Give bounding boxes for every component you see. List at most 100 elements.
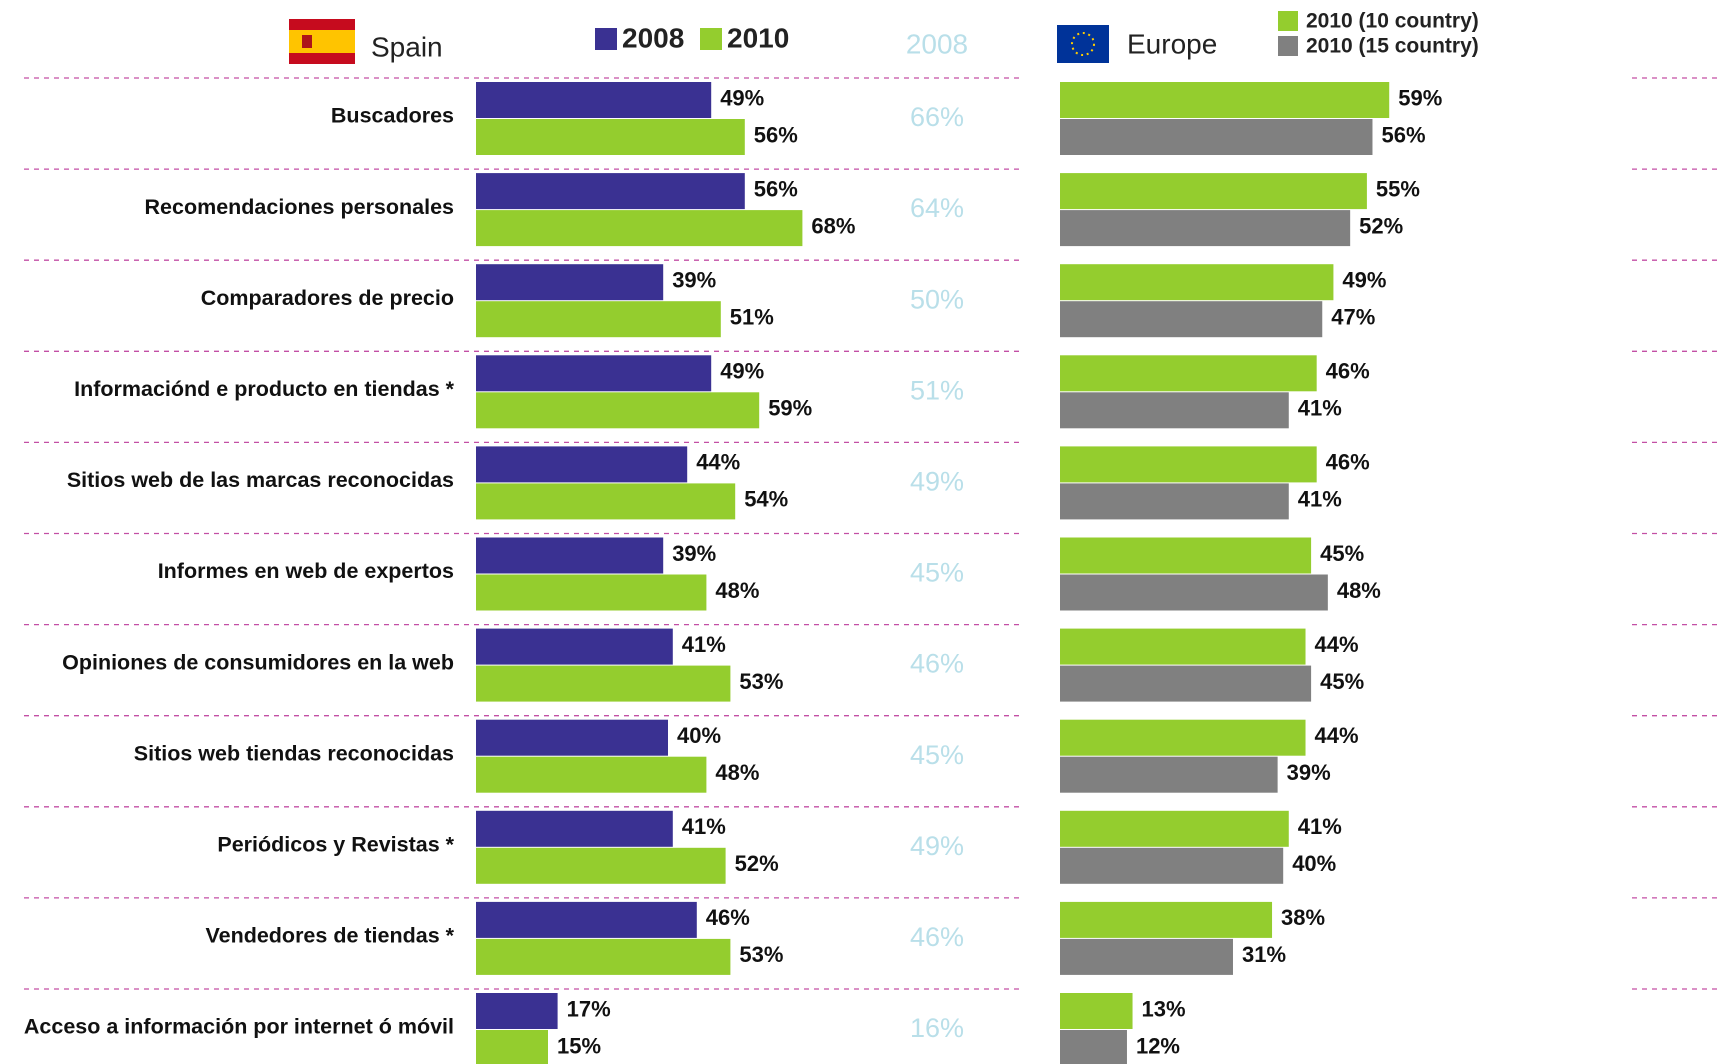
reference-value: 50% [910, 284, 964, 314]
bar [476, 446, 688, 483]
value-label: 47% [1331, 305, 1375, 330]
value-label: 38% [1281, 905, 1325, 930]
reference-value: 16% [910, 1013, 964, 1043]
legend-label: 2010 [727, 22, 789, 53]
reference-value: 66% [910, 102, 964, 132]
bar [476, 173, 745, 210]
legend-swatch [1278, 36, 1298, 56]
value-label: 45% [1320, 541, 1364, 566]
value-label: 52% [1359, 213, 1403, 238]
value-label: 39% [672, 541, 716, 566]
bar [1060, 537, 1312, 574]
chart-title: Europe [1127, 28, 1217, 59]
bar [1060, 210, 1351, 247]
reference-value: 64% [910, 193, 964, 223]
bar [1060, 901, 1273, 938]
bar [1060, 574, 1328, 611]
reference-value: 46% [910, 649, 964, 679]
value-label: 52% [735, 851, 779, 876]
reference-value: 45% [910, 558, 964, 588]
bar [476, 938, 731, 975]
bar [1060, 483, 1289, 520]
category-label: Opiniones de consumidores en la web [62, 650, 454, 674]
value-label: 13% [1142, 996, 1186, 1021]
value-label: 15% [557, 1033, 601, 1058]
value-label: 46% [706, 905, 750, 930]
category-label: Informes en web de expertos [158, 559, 454, 583]
eu-flag [1057, 25, 1109, 63]
category-label: Sitios web de las marcas reconocidas [67, 468, 454, 492]
bar [1060, 82, 1390, 118]
bar [476, 392, 760, 429]
value-label: 49% [1342, 268, 1386, 293]
value-label: 54% [744, 487, 788, 512]
reference-value: 46% [910, 922, 964, 952]
bar [1060, 847, 1284, 884]
bar [1060, 264, 1334, 301]
value-label: 41% [1298, 396, 1342, 421]
category-label: Periódicos y Revistas * [217, 832, 454, 856]
category-label: Buscadores [331, 104, 454, 128]
value-label: 46% [1326, 359, 1370, 384]
bar [476, 810, 673, 847]
bar [1060, 119, 1373, 155]
value-label: 56% [1381, 122, 1425, 147]
bar [476, 628, 673, 665]
value-label: 41% [682, 632, 726, 657]
value-label: 51% [730, 305, 774, 330]
legend-label: 2010 (15 country) [1306, 35, 1479, 58]
spain-flag [289, 19, 355, 64]
bar [476, 574, 707, 611]
value-label: 49% [720, 359, 764, 384]
bar [476, 264, 664, 301]
legend-label: 2008 [622, 22, 684, 53]
value-label: 68% [811, 213, 855, 238]
reference-value: 49% [910, 831, 964, 861]
bar [1060, 665, 1312, 702]
value-label: 55% [1376, 176, 1420, 201]
value-label: 48% [715, 760, 759, 785]
category-label: Acceso a información por internet ó móvi… [24, 1015, 454, 1039]
value-label: 48% [715, 578, 759, 603]
bar [476, 210, 803, 247]
value-label: 17% [567, 996, 611, 1021]
value-label: 56% [754, 176, 798, 201]
bar [476, 483, 736, 520]
bar [1060, 1030, 1127, 1064]
bar [1060, 719, 1306, 756]
category-label: Recomendaciones personales [145, 195, 455, 219]
bar [476, 119, 745, 155]
legend-swatch [700, 28, 722, 50]
legend-swatch [595, 28, 617, 50]
bar [476, 537, 664, 574]
bar [1060, 392, 1289, 429]
bar [476, 993, 558, 1029]
bar [1060, 301, 1323, 338]
value-label: 41% [1298, 814, 1342, 839]
value-label: 56% [754, 122, 798, 147]
value-label: 59% [768, 396, 812, 421]
bar [1060, 173, 1367, 210]
value-label: 44% [1315, 723, 1359, 748]
value-label: 44% [696, 450, 740, 475]
category-label: Sitios web tiendas reconocidas [134, 741, 454, 765]
legend-label: 2010 (10 country) [1306, 10, 1479, 33]
value-label: 49% [720, 85, 764, 110]
bar [476, 756, 707, 793]
value-label: 48% [1337, 578, 1381, 603]
value-label: 31% [1242, 942, 1286, 967]
bar [1060, 756, 1278, 793]
bar [476, 719, 668, 756]
value-label: 46% [1326, 450, 1370, 475]
bar [1060, 628, 1306, 665]
bar [476, 901, 697, 938]
category-label: Informaciónd e producto en tiendas * [74, 377, 455, 401]
value-label: 44% [1315, 632, 1359, 657]
bar [476, 847, 726, 884]
bar [476, 665, 731, 702]
reference-value: 45% [910, 740, 964, 770]
column-header: 2008 [906, 28, 968, 59]
bar [1060, 810, 1289, 847]
value-label: 53% [739, 669, 783, 694]
bar [1060, 355, 1317, 392]
